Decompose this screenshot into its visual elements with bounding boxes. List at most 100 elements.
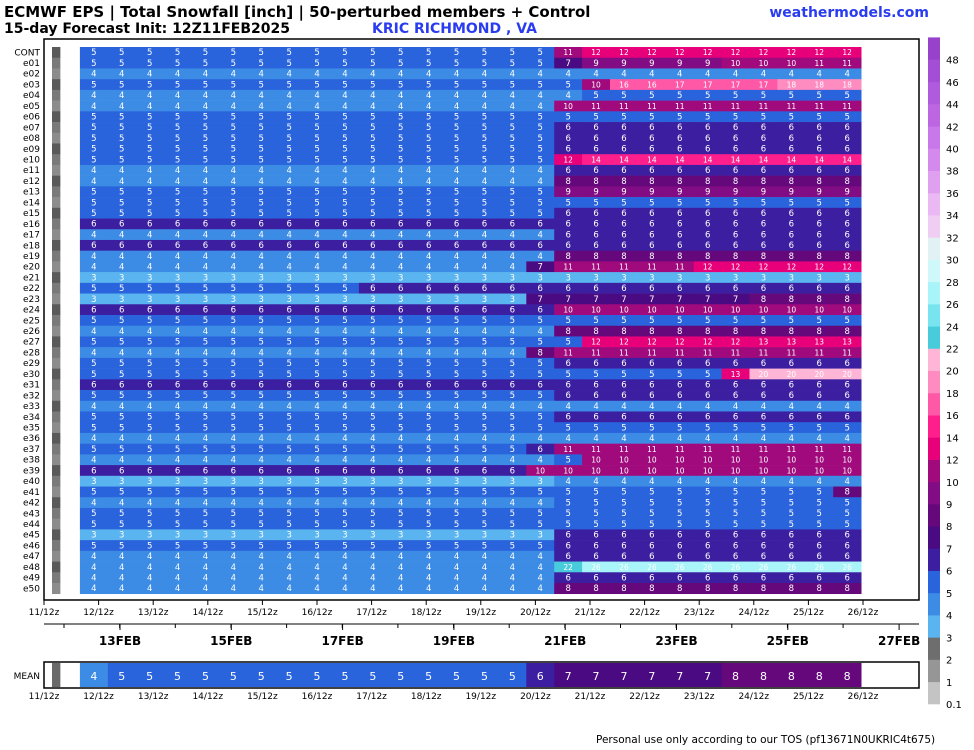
heatmap-cell (833, 572, 862, 584)
cell-value-label: 11 (814, 445, 824, 454)
cell-value-label: 4 (510, 252, 515, 262)
cell-value-label: 4 (91, 498, 96, 508)
heatmap-cell (833, 400, 862, 412)
heatmap-cell (386, 550, 416, 562)
cell-value-label: 3 (510, 273, 515, 283)
cell-value-label: 5 (175, 359, 180, 369)
cell-value-label: 5 (231, 284, 236, 294)
heatmap-cell (665, 175, 695, 187)
cell-value-label: 4 (91, 102, 96, 112)
heatmap-cell (749, 540, 778, 552)
heatmap-cell (833, 390, 862, 402)
cell-value-label: 6 (342, 220, 347, 230)
cell-value-label: 4 (91, 230, 96, 240)
heatmap-cell (386, 261, 416, 273)
cell-value-label: 5 (649, 113, 654, 123)
heatmap-cell (693, 239, 722, 251)
cell-value-label: 6 (761, 381, 766, 391)
heatmap-cell (526, 411, 555, 423)
heatmap-cell (777, 422, 806, 434)
cell-value-label: 11 (842, 445, 852, 454)
cell-value-label: 5 (426, 209, 431, 219)
heatmap-cell (805, 432, 834, 444)
cell-value-label: 5 (426, 188, 431, 198)
mean-cell (275, 663, 304, 687)
heatmap-cell (693, 422, 722, 434)
member-label: e25 (23, 316, 40, 326)
heatmap-cell (749, 507, 778, 519)
heatmap-cell (777, 583, 806, 595)
heatmap-cell (526, 68, 555, 80)
heatmap-cell (637, 122, 667, 134)
heatmap-cell (386, 250, 416, 262)
heatmap-cell (554, 443, 583, 455)
cell-value-label: 5 (91, 209, 96, 219)
heatmap-cell (414, 315, 443, 327)
heatmap-cell (721, 122, 750, 134)
cell-value-label: 5 (593, 370, 598, 380)
heatmap-cell (163, 111, 192, 123)
heatmap-cell (331, 497, 360, 509)
cell-value-label: 4 (259, 327, 264, 337)
heatmap-cell (554, 293, 583, 305)
colorbar-label: 30 (946, 256, 959, 267)
cell-value-label: 5 (510, 80, 515, 90)
cell-value-label: 4 (482, 166, 487, 176)
heatmap-cell (191, 325, 220, 337)
cell-value-label: 10 (591, 456, 601, 465)
cell-value-label: 6 (705, 531, 710, 541)
heatmap-cell (303, 207, 332, 219)
heatmap-cell (386, 272, 416, 284)
cell-value-label: 6 (761, 134, 766, 144)
cell-value-label: 5 (231, 520, 236, 530)
cell-value-label: 5 (733, 498, 738, 508)
date-label: 25FEB (767, 634, 809, 648)
heatmap-cell (721, 239, 750, 251)
heatmap-cell (219, 475, 248, 487)
cell-value-label: 6 (565, 220, 570, 230)
cell-value-label: 3 (342, 477, 347, 487)
heatmap-cell (442, 239, 471, 251)
cell-value-label: 5 (538, 541, 543, 551)
colorbar-swatch (928, 392, 940, 416)
member-label: e30 (23, 370, 40, 380)
site-link[interactable]: weathermodels.com (769, 5, 929, 21)
cell-value-label: 6 (482, 284, 487, 294)
cell-value-label: 4 (482, 584, 487, 594)
heatmap-cell (191, 79, 220, 91)
cell-value-label: 6 (705, 573, 710, 583)
cell-value-label: 6 (733, 209, 738, 219)
heatmap-cell (79, 304, 109, 316)
heatmap-cell (554, 325, 583, 337)
cell-value-label: 10 (731, 456, 741, 465)
cell-value-label: 4 (565, 434, 570, 444)
heatmap-cell (470, 583, 499, 595)
cell-value-label: 5 (203, 80, 208, 90)
heatmap-cell (777, 218, 806, 230)
heatmap-cell (498, 379, 527, 391)
heatmap-cell (247, 175, 276, 187)
cell-value-label: 4 (817, 477, 822, 487)
heatmap-cell (498, 111, 527, 123)
cell-value-label: 4 (761, 434, 766, 444)
heatmap-cell (275, 336, 304, 348)
heatmap-cell (498, 89, 527, 101)
cell-value-label: 3 (482, 531, 487, 541)
cell-value-label: 4 (482, 402, 487, 412)
colorbar-label: 32 (946, 233, 959, 244)
cell-value-label: 5 (593, 509, 598, 519)
cell-value-label: 6 (510, 305, 515, 315)
cell-value-label: 4 (286, 102, 291, 112)
heatmap-cell (163, 175, 192, 187)
cell-value-label: 7 (705, 295, 710, 305)
heatmap-cell (191, 336, 220, 348)
cell-value-label: 8 (817, 327, 822, 337)
heatmap-cell (442, 497, 471, 509)
mean-cell (358, 663, 388, 687)
cell-value-label: 3 (147, 273, 152, 283)
heatmap-cell (777, 561, 806, 573)
heatmap-cell (275, 175, 304, 187)
heatmap-cell (275, 111, 304, 123)
heatmap-cell (79, 111, 109, 123)
cell-value-label: 8 (705, 584, 710, 594)
